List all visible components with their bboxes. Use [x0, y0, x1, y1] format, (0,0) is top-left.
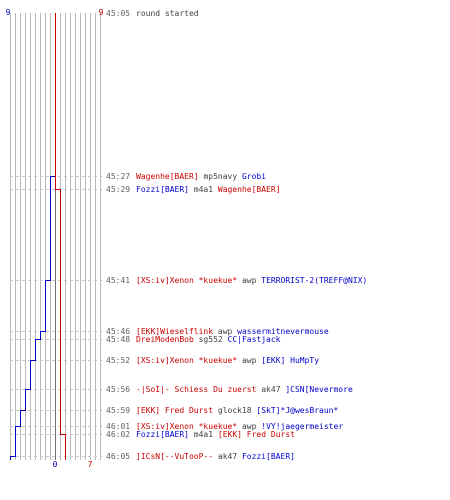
event-time: 46:02: [106, 430, 130, 439]
event-weapon: m4a1: [189, 430, 218, 439]
event-time: 45:27: [106, 172, 130, 181]
event-weapon: ak47: [256, 385, 285, 394]
event-player: [XS:iv]Xenon *kuekue*: [136, 422, 237, 431]
event-player: ]CSN[Nevermore: [285, 385, 353, 394]
event-player: [EKK] HuMpTy: [261, 356, 319, 365]
event-player: [SkT]*J@wesBraun*: [256, 406, 338, 415]
event-player: [EKK]Wieselflink: [136, 327, 213, 336]
t-start-count: 9: [99, 8, 104, 17]
event-player: CC|Fastjack: [228, 335, 281, 344]
event-message: [XS:iv]Xenon *kuekue* awp TERRORIST-2(TR…: [136, 276, 367, 285]
event-time: 45:41: [106, 276, 130, 285]
event-weapon: mp5navy: [199, 172, 242, 181]
event-message: [XS:iv]Xenon *kuekue* awp !VY!jaegermeis…: [136, 422, 343, 431]
event-time: 45:46: [106, 327, 130, 336]
event-player: [EKK] Fred Durst: [218, 430, 295, 439]
t-end-count: 7: [88, 460, 93, 469]
event-weapon: glock18: [213, 406, 256, 415]
event-player: Wagenhe[BAER]: [136, 172, 199, 181]
event-player: DreiModenBob: [136, 335, 194, 344]
ct-start-count: 9: [6, 8, 11, 17]
event-message: [XS:iv]Xenon *kuekue* awp [EKK] HuMpTy: [136, 356, 319, 365]
event-player: Fozzi[BAER]: [242, 452, 295, 461]
event-log: 45:05 round started 45:27 Wagenhe[BAER] mp5…: [106, 9, 367, 461]
ct-alive-line: [10, 13, 56, 460]
event-message: Wagenhe[BAER] mp5navy Grobi: [136, 172, 266, 181]
player-count-grid: [10, 13, 101, 460]
event-message: [EKK] Fred Durst glock18 [SkT]*J@wesBrau…: [136, 406, 338, 415]
event-player: [XS:iv]Xenon *kuekue*: [136, 356, 237, 365]
event-weapon: awp: [237, 422, 261, 431]
event-player: ]ICsN[--VuTooP--: [136, 452, 213, 461]
ct-end-count: 0: [53, 460, 58, 469]
event-weapon: awp: [237, 356, 261, 365]
event-message: DreiModenBob sg552 CC|Fastjack: [136, 335, 281, 344]
event-weapon: awp: [213, 327, 237, 336]
event-time: 45:48: [106, 335, 130, 344]
event-weapon: awp: [237, 276, 261, 285]
event-time: 45:52: [106, 356, 130, 365]
event-player: wassermitnevermouse: [237, 327, 329, 336]
event-weapon: round started: [136, 9, 199, 18]
event-message: -|SoI|- Schiess Du zuerst ak47 ]CSN[Neve…: [136, 385, 353, 394]
event-message: ]ICsN[--VuTooP-- ak47 Fozzi[BAER]: [136, 452, 295, 461]
event-message: Fozzi[BAER] m4a1 Wagenhe[BAER]: [136, 185, 281, 194]
event-time: 45:29: [106, 185, 130, 194]
t-alive-line: [55, 13, 66, 460]
event-time: 45:05: [106, 9, 130, 18]
event-guide-lines: [10, 176, 104, 457]
event-player: TERRORIST-2(TREFF@NIX): [261, 276, 367, 285]
event-weapon: sg552: [194, 335, 228, 344]
event-player: Fozzi[BAER]: [136, 430, 189, 439]
event-time: 46:01: [106, 422, 130, 431]
event-player: [XS:iv]Xenon *kuekue*: [136, 276, 237, 285]
event-time: 45:56: [106, 385, 130, 394]
event-time: 46:05: [106, 452, 130, 461]
event-time: 45:59: [106, 406, 130, 415]
event-player: [EKK] Fred Durst: [136, 406, 213, 415]
event-player: Wagenhe[BAER]: [218, 185, 281, 194]
event-player: Fozzi[BAER]: [136, 185, 189, 194]
event-message: Fozzi[BAER] m4a1 [EKK] Fred Durst: [136, 430, 295, 439]
event-player: -|SoI|- Schiess Du zuerst: [136, 385, 257, 394]
event-weapon: m4a1: [189, 185, 218, 194]
event-player: Grobi: [242, 172, 266, 181]
event-message: round started: [136, 9, 199, 18]
event-weapon: ak47: [213, 452, 242, 461]
event-player: !VY!jaegermeister: [261, 422, 343, 431]
event-message: [EKK]Wieselflink awp wassermitnevermouse: [136, 327, 329, 336]
